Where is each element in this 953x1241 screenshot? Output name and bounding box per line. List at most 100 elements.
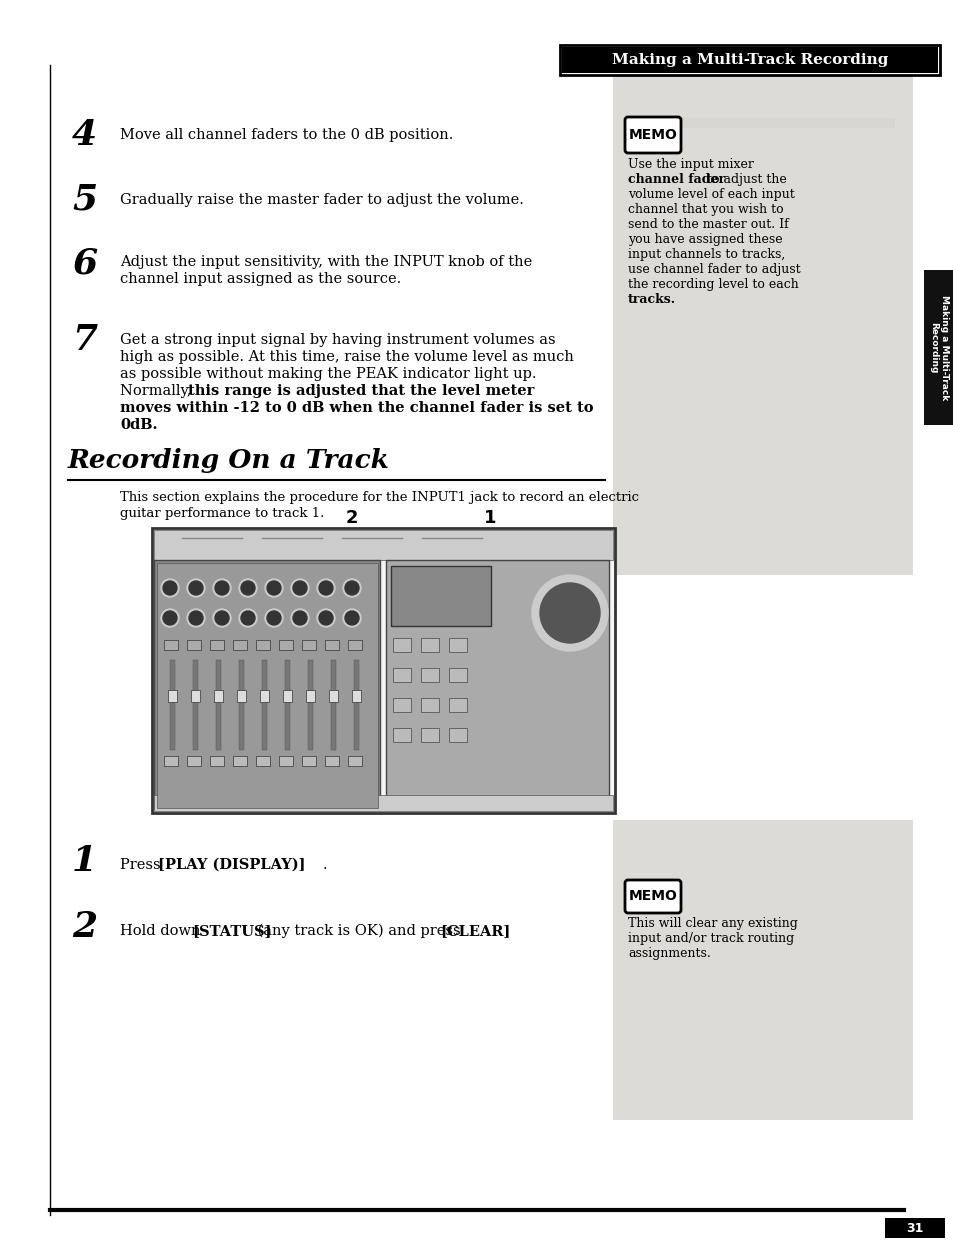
Circle shape bbox=[241, 611, 254, 625]
Circle shape bbox=[241, 581, 254, 594]
Circle shape bbox=[161, 609, 179, 627]
Bar bbox=[329, 690, 337, 702]
Bar bbox=[233, 640, 247, 650]
Bar bbox=[213, 690, 223, 702]
Circle shape bbox=[189, 611, 203, 625]
Bar bbox=[187, 640, 201, 650]
Circle shape bbox=[291, 609, 309, 627]
Bar bbox=[153, 560, 379, 809]
Circle shape bbox=[265, 609, 283, 627]
Text: (any track is OK) and press: (any track is OK) and press bbox=[253, 925, 465, 938]
Bar bbox=[449, 697, 467, 712]
Bar bbox=[187, 756, 201, 766]
Text: you have assigned these: you have assigned these bbox=[627, 233, 781, 246]
Circle shape bbox=[345, 611, 358, 625]
Circle shape bbox=[291, 580, 309, 597]
Text: 4: 4 bbox=[71, 118, 97, 151]
Circle shape bbox=[532, 575, 607, 652]
Text: This section explains the procedure for the INPUT1 jack to record an electric: This section explains the procedure for … bbox=[120, 491, 639, 504]
Bar bbox=[613, 65, 912, 575]
Text: MEMO: MEMO bbox=[628, 128, 677, 141]
Bar bbox=[386, 560, 608, 809]
Text: tracks.: tracks. bbox=[627, 293, 676, 307]
Bar bbox=[278, 640, 293, 650]
Text: 31: 31 bbox=[905, 1221, 923, 1235]
Bar bbox=[236, 690, 246, 702]
Text: Press: Press bbox=[120, 858, 165, 872]
Bar bbox=[285, 660, 290, 750]
Text: Making a Multi-Track
Recording: Making a Multi-Track Recording bbox=[928, 295, 947, 400]
Bar bbox=[262, 660, 267, 750]
Circle shape bbox=[343, 580, 360, 597]
Bar bbox=[239, 660, 244, 750]
Circle shape bbox=[163, 581, 177, 594]
Bar bbox=[255, 640, 270, 650]
Bar bbox=[352, 690, 360, 702]
Text: channel fader: channel fader bbox=[627, 172, 724, 186]
Text: 7: 7 bbox=[71, 323, 97, 357]
Circle shape bbox=[161, 580, 179, 597]
Circle shape bbox=[163, 611, 177, 625]
Text: This will clear any existing: This will clear any existing bbox=[627, 917, 797, 930]
Bar bbox=[215, 660, 221, 750]
Bar bbox=[152, 527, 615, 813]
Bar bbox=[233, 756, 247, 766]
Bar bbox=[306, 690, 314, 702]
Circle shape bbox=[316, 609, 335, 627]
Text: MEMO: MEMO bbox=[628, 890, 677, 903]
Text: input channels to tracks,: input channels to tracks, bbox=[627, 248, 784, 261]
Text: Hold down: Hold down bbox=[120, 925, 205, 938]
Text: volume level of each input: volume level of each input bbox=[627, 187, 794, 201]
Bar bbox=[153, 795, 613, 812]
Bar bbox=[325, 756, 338, 766]
Text: 6: 6 bbox=[71, 247, 97, 280]
Bar bbox=[923, 271, 953, 424]
Text: .: . bbox=[497, 925, 502, 938]
Circle shape bbox=[187, 580, 205, 597]
Bar bbox=[393, 728, 411, 742]
Bar bbox=[164, 756, 178, 766]
Circle shape bbox=[293, 611, 307, 625]
Bar bbox=[193, 660, 198, 750]
Bar bbox=[559, 45, 939, 74]
Text: guitar performance to track 1.: guitar performance to track 1. bbox=[120, 508, 324, 520]
Bar bbox=[157, 563, 377, 808]
Text: Adjust the input sensitivity, with the INPUT knob of the: Adjust the input sensitivity, with the I… bbox=[120, 254, 532, 269]
Text: moves within -12 to 0 dB when the channel fader is set to: moves within -12 to 0 dB when the channe… bbox=[120, 401, 593, 414]
Text: send to the master out. If: send to the master out. If bbox=[627, 218, 788, 231]
Text: Making a Multi-Track Recording: Making a Multi-Track Recording bbox=[611, 53, 887, 67]
Text: Normally,: Normally, bbox=[120, 383, 196, 398]
Bar bbox=[420, 728, 438, 742]
FancyBboxPatch shape bbox=[624, 117, 680, 153]
Text: Use the input mixer: Use the input mixer bbox=[627, 158, 753, 171]
Text: channel input assigned as the source.: channel input assigned as the source. bbox=[120, 272, 401, 285]
Text: 1: 1 bbox=[71, 844, 97, 877]
Text: Gradually raise the master fader to adjust the volume.: Gradually raise the master fader to adju… bbox=[120, 194, 523, 207]
Bar bbox=[391, 566, 491, 625]
Circle shape bbox=[265, 580, 283, 597]
Text: Recording On a Track: Recording On a Track bbox=[68, 448, 390, 473]
Circle shape bbox=[213, 580, 231, 597]
Circle shape bbox=[189, 581, 203, 594]
Bar bbox=[449, 668, 467, 683]
Text: high as possible. At this time, raise the volume level as much: high as possible. At this time, raise th… bbox=[120, 350, 574, 364]
Bar bbox=[393, 668, 411, 683]
Bar bbox=[884, 1217, 944, 1239]
Text: Move all channel faders to the 0 dB position.: Move all channel faders to the 0 dB posi… bbox=[120, 128, 453, 141]
FancyBboxPatch shape bbox=[624, 880, 680, 913]
Bar bbox=[278, 756, 293, 766]
Bar bbox=[325, 640, 338, 650]
Bar bbox=[255, 756, 270, 766]
Circle shape bbox=[187, 609, 205, 627]
Text: 0dB.: 0dB. bbox=[120, 418, 157, 432]
Bar bbox=[613, 820, 912, 1119]
Text: 1: 1 bbox=[483, 509, 496, 527]
Circle shape bbox=[293, 581, 307, 594]
Circle shape bbox=[318, 611, 333, 625]
Bar bbox=[393, 697, 411, 712]
Bar bbox=[348, 756, 361, 766]
Bar bbox=[449, 728, 467, 742]
Bar bbox=[153, 530, 613, 560]
Circle shape bbox=[214, 581, 229, 594]
Circle shape bbox=[267, 611, 281, 625]
